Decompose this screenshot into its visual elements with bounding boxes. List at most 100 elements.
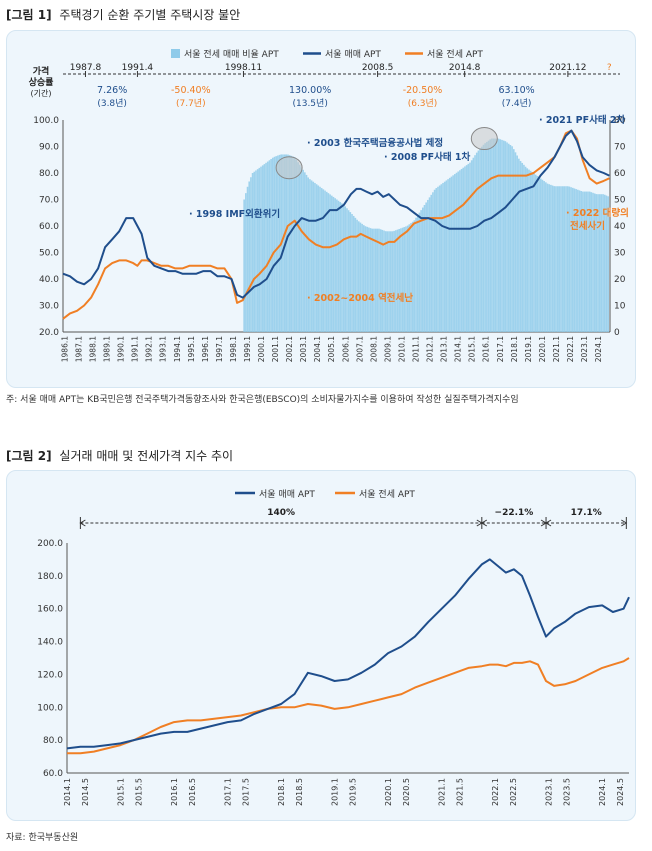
ratio-bar [555,186,557,332]
cycle-date: ? [607,63,612,73]
ratio-bar [384,231,387,332]
series-sale-line [62,129,610,299]
ratio-bar [455,172,458,332]
ratio-bar [516,155,518,332]
ratio-bar [568,186,571,332]
ratio-bar [437,186,439,332]
ratio-bar [351,214,353,332]
ratio-bar [487,140,490,332]
figure2-panel: 서울 매매 APT 서울 전세 APT 140% −22.1% 17.1% 60.0 80.… [6,470,636,821]
x-tick-label: 2019.1 [331,778,340,806]
ratio-bar [336,199,338,332]
ratio-bar [307,177,310,332]
annotation: · 2002~2004 역전세난 [307,292,413,304]
figure1-label: [그림 1] [6,8,52,22]
y-tick-label: 160.0 [37,605,63,615]
ratio-bar [389,231,392,332]
ratio-bar [509,145,512,332]
y-right-tick-label: 30 [614,249,626,259]
ratio-bar [320,188,323,332]
y-left-tick-label: 40.0 [39,275,59,285]
x-tick-label: 2003.1 [299,336,308,362]
ratio-bar [379,229,382,332]
x-tick-label: 2023.1 [545,778,554,806]
y-left-tick-label: 30.0 [39,302,59,312]
period-label: −22.1% [495,508,534,518]
y-left-tick-label: 60.0 [39,222,59,232]
ratio-bar [440,184,443,332]
x-tick-label: 2021.5 [456,778,465,806]
x-tick-label: 2017.1 [496,336,505,362]
y-left-tick-label: 80.0 [39,169,59,179]
x-tick-label: 2023.1 [580,336,589,362]
ratio-bar [459,170,461,332]
annotation: 전세사기 [570,220,605,232]
ratio-bar [538,177,540,332]
ratio-bar [570,187,572,332]
ratio-bar [371,228,374,332]
ratio-bar [268,160,271,332]
ratio-bar [447,179,449,332]
ratio-bar [524,166,527,332]
ratio-bar [381,229,384,332]
ratio-bar [541,179,544,332]
ratio-bar [293,157,296,332]
x-tick-label: 2010.1 [397,336,406,362]
ratio-bar [347,210,350,332]
y-tick-label: 200.0 [37,539,63,549]
ratio-bar [529,170,532,332]
x-tick-label: 2017.5 [241,778,250,806]
ratio-bar [346,208,348,332]
ratio-bar [506,142,508,332]
ratio-bar [270,159,272,332]
ratio-bar [251,173,254,332]
x-tick-label: 2014.5 [81,778,90,806]
ratio-bar [302,169,304,332]
ratio-bar [327,193,330,332]
y-tick-label: 180.0 [37,572,63,582]
ratio-bar [561,186,564,332]
figure1-title: [그림 1] 주택경기 순환 주기별 주택시장 불안 [6,6,240,23]
x-tick-label: 1996.1 [201,336,210,362]
cycle-percent: -20.50% [403,85,443,96]
x-tick-label: 2008.1 [369,336,378,362]
y-tick-label: 60.0 [43,769,63,779]
x-tick-label: 1989.1 [103,336,112,362]
ratio-bar [245,193,247,332]
ratio-bar [256,169,259,332]
legend-label: 서울 전세 APT [359,489,415,500]
x-tick-label: 2006.1 [341,336,350,362]
ratio-bar [337,200,340,332]
ratio-bar [546,183,549,332]
ratio-bar [411,221,414,332]
ratio-bar [590,192,593,332]
ratio-bar [457,171,459,332]
figure2-label: [그림 2] [6,449,52,463]
y-left-tick-label: 50.0 [39,249,59,259]
x-tick-label: 2020.1 [384,778,393,806]
x-tick-label: 2015.1 [468,336,477,362]
figure1-panel: 서울 전세 매매 비율 APT 서울 매매 APT 서울 전세 APT 가격 상승률 (기… [6,30,636,388]
ratio-bar [504,141,507,332]
ratio-bar [433,189,436,332]
ratio-bar [300,167,303,332]
ratio-bar [406,225,409,332]
ratio-bar [556,186,559,332]
ratio-bar [553,186,556,332]
ratio-bar [450,176,453,332]
ratio-bar [477,150,480,332]
ratio-bar [325,191,328,332]
ratio-bar [369,228,372,332]
ratio-bar [499,139,502,332]
x-tick-label: 2020.5 [402,778,411,806]
ratio-bar [598,194,601,332]
ratio-bar [511,146,513,332]
y-left-tick-label: 90.0 [39,143,59,153]
ratio-bar [604,194,606,332]
y-tick-label: 80.0 [43,736,63,746]
ratio-bar [246,186,249,332]
ratio-bar [566,186,569,332]
y-right-tick-label: 70 [614,143,626,153]
legend-label: 서울 매매 APT [259,489,315,500]
ratio-bar [575,189,577,332]
